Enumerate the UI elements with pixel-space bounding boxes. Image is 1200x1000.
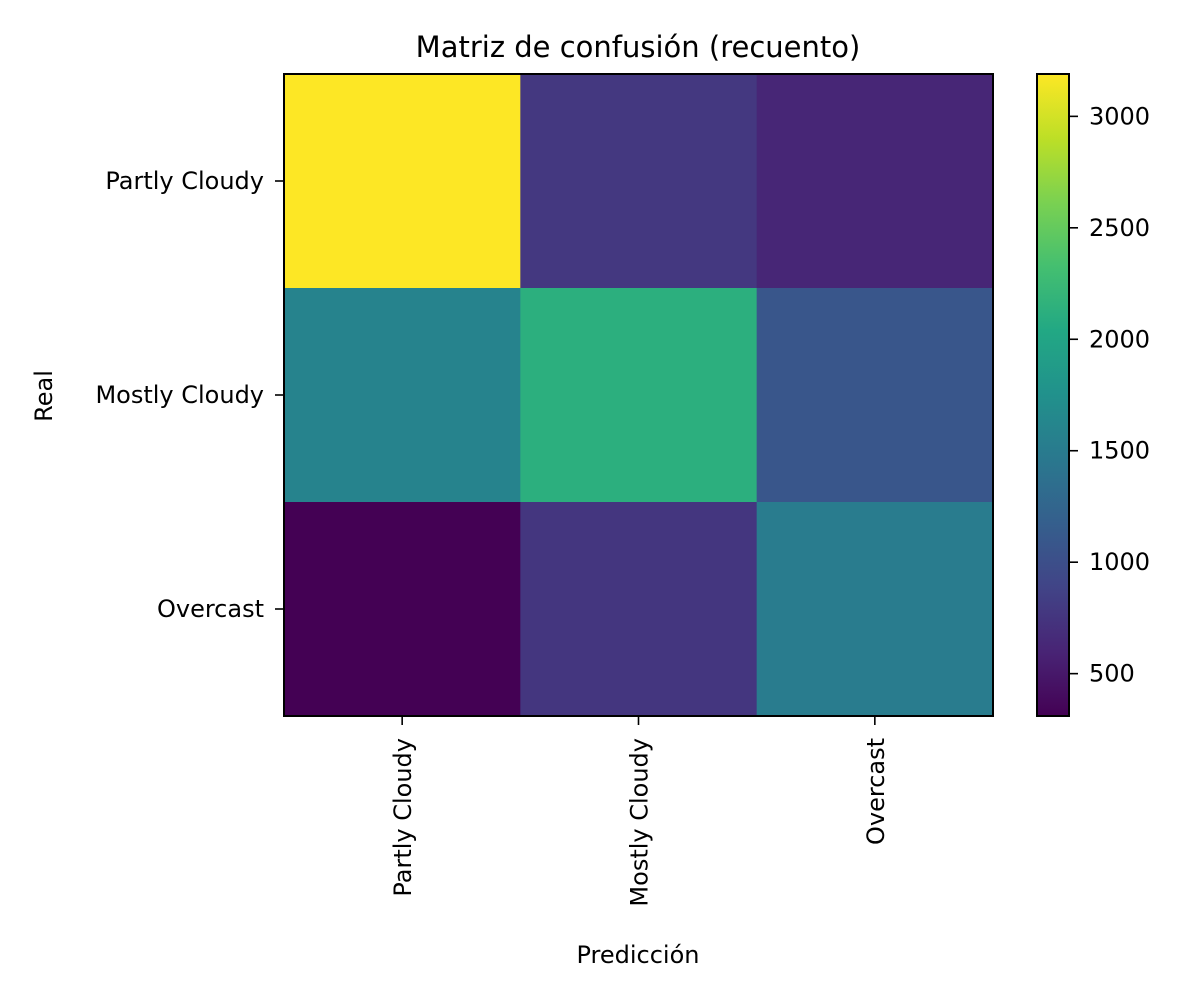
heatmap-cell — [756, 288, 994, 503]
x-tick-label: Mostly Cloudy — [626, 738, 654, 907]
heatmap-cell — [284, 74, 521, 289]
heatmap-cell — [756, 502, 994, 717]
x-tick-label: Overcast — [862, 738, 890, 845]
plot-frame — [283, 73, 994, 717]
colorbar-tick-label: 500 — [1089, 660, 1135, 688]
colorbar — [1037, 74, 1069, 716]
heatmap-cell — [284, 502, 521, 717]
x-axis-label: Predicción — [576, 941, 699, 969]
y-tick-label: Mostly Cloudy — [95, 381, 264, 409]
heatmap-cell — [520, 74, 758, 289]
chart-title: Matriz de confusión (recuento) — [416, 30, 861, 64]
x-tick-label: Partly Cloudy — [389, 738, 417, 897]
y-axis-ticks: Partly Cloudy Mostly Cloudy Overcast — [95, 167, 284, 623]
colorbar-tick-label: 1000 — [1089, 548, 1150, 576]
x-axis-ticks: Partly Cloudy Mostly Cloudy Overcast — [389, 716, 890, 907]
colorbar-ticks: 500 1000 1500 2000 2500 3000 — [1069, 102, 1150, 688]
heatmap-cell — [756, 74, 994, 289]
heatmap-cell — [520, 288, 758, 503]
colorbar-tick-label: 1500 — [1089, 437, 1150, 465]
heatmap-cells — [284, 74, 994, 717]
y-tick-label: Partly Cloudy — [105, 167, 264, 195]
y-axis-label: Real — [30, 370, 58, 422]
colorbar-tick-label: 2000 — [1089, 325, 1150, 353]
colorbar-tick-label: 2500 — [1089, 214, 1150, 242]
heatmap-cell — [520, 502, 758, 717]
y-tick-label: Overcast — [157, 595, 264, 623]
colorbar-tick-label: 3000 — [1089, 102, 1150, 130]
heatmap-cell — [284, 288, 521, 503]
colorbar-frame — [1036, 73, 1070, 717]
